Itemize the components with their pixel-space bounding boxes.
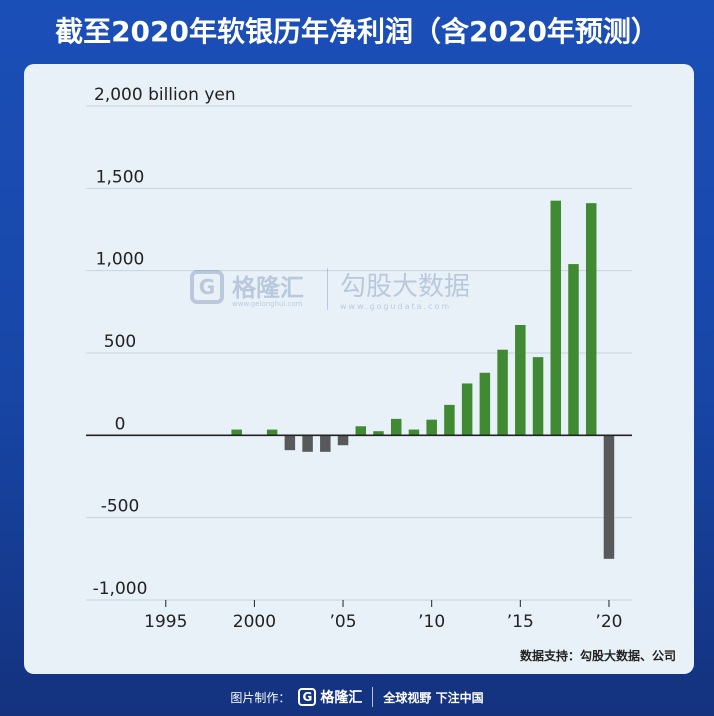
bar-2008 xyxy=(390,418,402,436)
bar-2004 xyxy=(320,435,331,452)
x-tick-label: ’20 xyxy=(595,612,622,632)
footer-divider xyxy=(372,687,374,707)
bar-2010 xyxy=(426,419,437,436)
bar-2002 xyxy=(284,435,296,451)
footer: 图片制作： G 格隆汇 全球视野 下注中国 xyxy=(0,683,714,711)
x-tick-label: 2000 xyxy=(233,612,276,632)
bar-1999 xyxy=(231,429,242,436)
bar-2013 xyxy=(479,372,491,436)
x-tick-label: ’15 xyxy=(507,612,534,632)
bar-2018 xyxy=(568,264,579,436)
bar-2007 xyxy=(373,431,384,436)
bar-chart: 1,500 1,000 500 0 -500 -1,000 2,000 billion ye… xyxy=(86,85,632,632)
y-tick-label: -1,000 xyxy=(93,579,148,599)
y-tick-label: -500 xyxy=(101,497,140,517)
source-note: 数据支持：勾股大数据、公司 xyxy=(519,649,676,663)
bar-2009 xyxy=(408,429,420,436)
bar-2011 xyxy=(444,404,455,436)
x-tick-label: 1995 xyxy=(144,612,187,632)
bar-2016 xyxy=(532,357,544,436)
y-unit-label: 2,000 billion yen xyxy=(94,85,236,105)
y-tick-label: 500 xyxy=(104,332,136,352)
bar-2003 xyxy=(302,435,313,452)
bar-2001 xyxy=(266,429,278,436)
bar-2017 xyxy=(550,200,562,436)
page-title: 截至2020年软银历年净利润（含2020年预测） xyxy=(55,15,659,48)
y-tick-label: 0 xyxy=(115,414,126,434)
bar-2020 xyxy=(603,435,615,559)
footer-logo-icon: G xyxy=(298,688,317,706)
bar-2012 xyxy=(461,383,473,436)
x-tick-label: ’05 xyxy=(330,612,357,632)
bar-2014 xyxy=(497,349,508,436)
footer-brand: 格隆汇 xyxy=(320,690,363,706)
bar-2019 xyxy=(585,203,597,436)
y-tick-label: 1,000 xyxy=(96,250,145,270)
x-tick-label: ’10 xyxy=(418,612,445,632)
bar-2005 xyxy=(337,435,349,446)
chart-card: 1,500 1,000 500 0 -500 -1,000 2,000 billion ye… xyxy=(24,64,694,674)
bar-2015 xyxy=(515,325,526,436)
footer-slogan: 全球视野 下注中国 xyxy=(383,690,484,705)
bar-2006 xyxy=(355,426,367,436)
y-tick-label: 1,500 xyxy=(96,167,145,187)
footer-made-by: 图片制作： xyxy=(230,690,291,705)
